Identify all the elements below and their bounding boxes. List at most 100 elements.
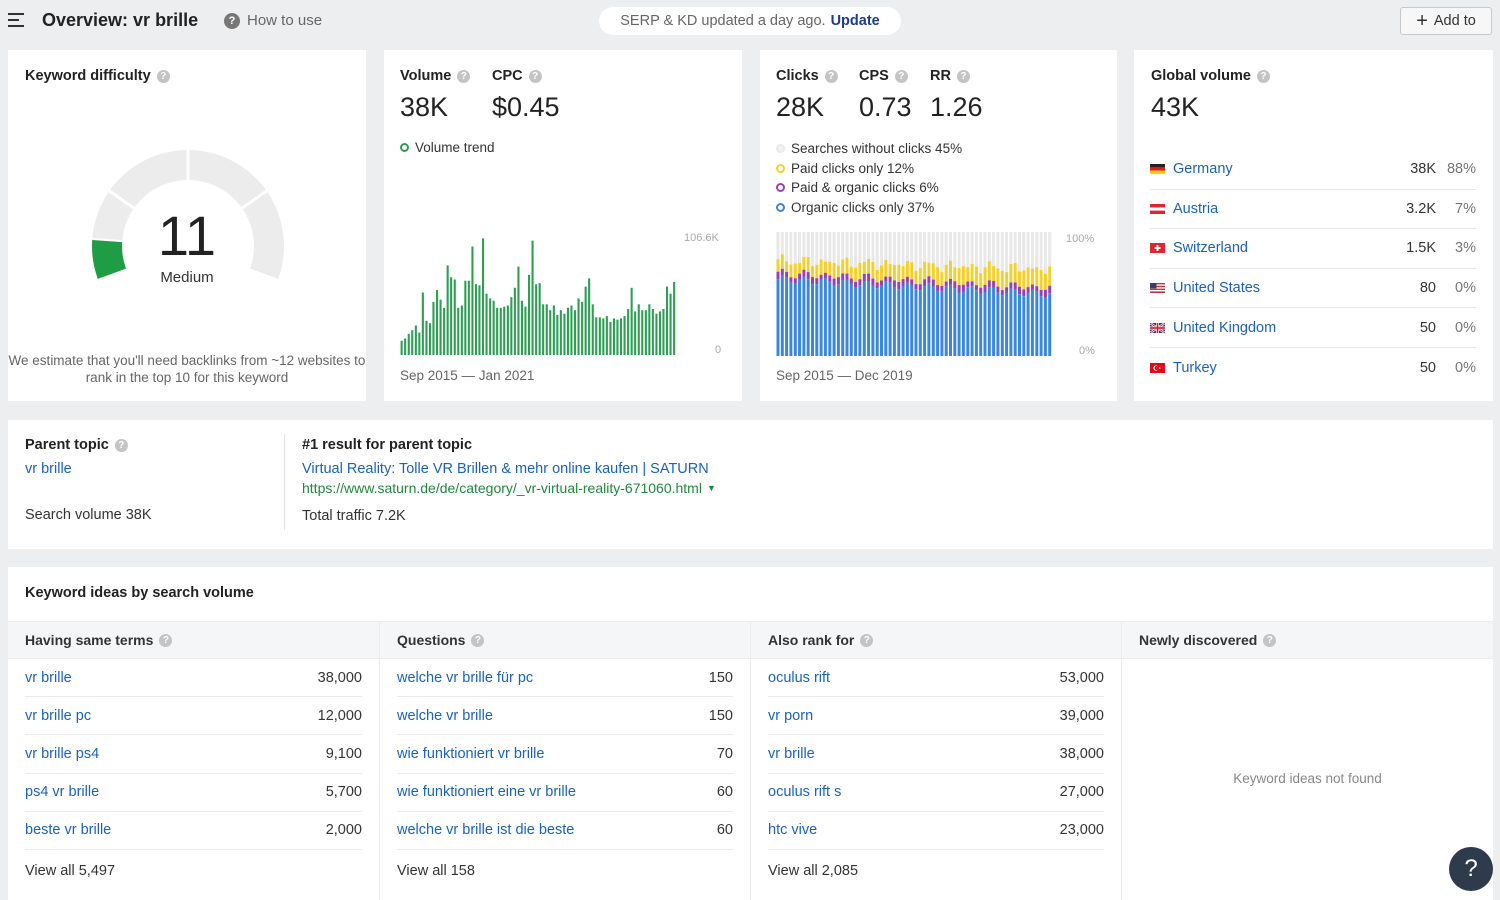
idea-keyword-link[interactable]: vr brille bbox=[768, 745, 815, 762]
clicks-value: 28K bbox=[776, 92, 825, 122]
country-row[interactable]: United Kingdom 50 0% bbox=[1150, 308, 1476, 348]
country-row[interactable]: Germany 38K 88% bbox=[1150, 150, 1476, 190]
idea-row: htc vive 23,000 bbox=[768, 812, 1104, 850]
clicks-bar-segment bbox=[957, 232, 961, 268]
volume-bar bbox=[581, 301, 584, 355]
clicks-bar-segment bbox=[1013, 282, 1017, 290]
parent-topic-help-icon[interactable]: ? bbox=[114, 438, 128, 452]
volume-bar bbox=[542, 304, 545, 355]
clicks-bar-segment bbox=[811, 232, 814, 267]
add-to-button[interactable]: + Add to bbox=[1400, 7, 1492, 35]
update-button[interactable]: Update bbox=[830, 13, 880, 29]
help-icon[interactable]: ? bbox=[1263, 633, 1277, 647]
idea-keyword-link[interactable]: beste vr brille bbox=[25, 822, 112, 839]
clicks-bar-segment bbox=[914, 289, 918, 356]
kd-help-icon[interactable]: ? bbox=[156, 69, 170, 83]
top-result-url-wrap[interactable]: https://www.saturn.de/de/category/_vr-vi… bbox=[302, 480, 716, 496]
clicks-label-wrap: Clicks ? bbox=[776, 68, 838, 84]
idea-keyword-link[interactable]: ps4 vr brille bbox=[25, 784, 100, 801]
how-to-use-label: How to use bbox=[247, 12, 323, 29]
view-all-link[interactable]: View all 5,497 bbox=[25, 862, 116, 879]
help-chat-button[interactable]: ? bbox=[1449, 847, 1493, 891]
hamburger-menu-icon[interactable] bbox=[8, 13, 24, 27]
idea-keyword-link[interactable]: oculus rift s bbox=[768, 784, 842, 801]
clicks-bar-segment bbox=[862, 261, 866, 274]
country-row[interactable]: United States 80 0% bbox=[1150, 269, 1476, 309]
idea-keyword-link[interactable]: oculus rift bbox=[768, 669, 831, 686]
country-volume: 38K bbox=[1410, 161, 1436, 178]
country-name[interactable]: Germany bbox=[1173, 161, 1233, 178]
idea-keyword-link[interactable]: vr porn bbox=[768, 707, 814, 724]
clicks-bar-segment bbox=[927, 276, 931, 284]
country-name[interactable]: Switzerland bbox=[1173, 240, 1248, 257]
idea-keyword-link[interactable]: vr brille ps4 bbox=[25, 745, 100, 762]
clicks-bar-segment bbox=[910, 232, 914, 263]
country-row[interactable]: Turkey 50 0% bbox=[1150, 348, 1476, 388]
idea-keyword-link[interactable]: welche vr brille bbox=[397, 707, 493, 724]
caret-down-icon[interactable]: ▼ bbox=[706, 483, 716, 493]
country-name[interactable]: United States bbox=[1173, 280, 1261, 297]
clicks-bar-segment bbox=[914, 270, 918, 285]
country-percent: 88% bbox=[1446, 161, 1476, 178]
clicks-bar-segment bbox=[897, 264, 901, 282]
country-row[interactable]: Austria 3.2K 7% bbox=[1150, 190, 1476, 230]
clicks-bar-segment bbox=[910, 284, 914, 356]
volume-bar bbox=[566, 307, 569, 355]
parent-topic-section: Parent topic ? vr brille Search volume 3… bbox=[25, 436, 152, 523]
country-volume: 50 bbox=[1419, 359, 1436, 376]
keyword-ideas-title: Keyword ideas by search volume bbox=[25, 585, 254, 601]
country-volume: 1.5K bbox=[1406, 240, 1436, 257]
volume-bar bbox=[644, 310, 647, 355]
idea-keyword-link[interactable]: vr brille pc bbox=[25, 707, 92, 724]
parent-topic-link[interactable]: vr brille bbox=[25, 461, 72, 477]
country-name[interactable]: United Kingdom bbox=[1173, 319, 1277, 336]
clicks-bar-segment bbox=[1048, 293, 1052, 356]
clicks-help-icon[interactable]: ? bbox=[824, 69, 838, 83]
clicks-bar-segment bbox=[1048, 285, 1052, 294]
clicks-bar-segment bbox=[875, 282, 879, 289]
top-result-url[interactable]: https://www.saturn.de/de/category/_vr-vi… bbox=[302, 480, 702, 496]
clicks-bar-segment bbox=[1026, 267, 1030, 287]
clicks-bar-segment bbox=[996, 232, 1000, 269]
clicks-bar-segment bbox=[996, 286, 1000, 293]
clicks-bar-segment bbox=[871, 285, 875, 356]
clicks-bar-segment bbox=[1022, 270, 1026, 290]
clicks-bar-segment bbox=[823, 272, 827, 278]
idea-volume: 60 bbox=[716, 822, 733, 839]
clicks-bar-segment bbox=[845, 257, 849, 274]
idea-keyword-link[interactable]: welche vr brille ist die beste bbox=[397, 822, 575, 839]
volume-bar bbox=[411, 330, 414, 355]
help-icon[interactable]: ? bbox=[159, 633, 173, 647]
idea-keyword-link[interactable]: vr brille bbox=[25, 669, 72, 686]
column-heading-label: Having same terms bbox=[25, 632, 154, 648]
idea-volume: 150 bbox=[708, 707, 733, 724]
country-row[interactable]: Switzerland 1.5K 3% bbox=[1150, 229, 1476, 269]
clicks-bar-segment bbox=[884, 276, 888, 282]
help-icon[interactable]: ? bbox=[471, 633, 485, 647]
cpc-help-icon[interactable]: ? bbox=[528, 69, 542, 83]
clicks-bar-segment bbox=[1026, 287, 1030, 293]
idea-keyword-link[interactable]: wie funktioniert eine vr brille bbox=[397, 784, 576, 801]
country-name[interactable]: Austria bbox=[1173, 200, 1219, 217]
view-all-link[interactable]: View all 158 bbox=[397, 862, 475, 879]
clicks-bar-segment bbox=[940, 272, 944, 286]
volume-help-icon[interactable]: ? bbox=[457, 69, 471, 83]
country-name[interactable]: Turkey bbox=[1173, 359, 1217, 376]
clicks-bar-segment bbox=[987, 280, 991, 288]
help-icon[interactable]: ? bbox=[860, 633, 874, 647]
parent-search-volume: Search volume 38K bbox=[25, 507, 152, 523]
idea-keyword-link[interactable]: wie funktioniert vr brille bbox=[397, 745, 545, 762]
cps-help-icon[interactable]: ? bbox=[894, 69, 908, 83]
idea-keyword-link[interactable]: welche vr brille für pc bbox=[397, 669, 534, 686]
global-label-wrap: Global volume ? bbox=[1151, 68, 1270, 84]
view-all-link[interactable]: View all 2,085 bbox=[768, 862, 859, 879]
clicks-bar-segment bbox=[979, 273, 983, 288]
global-help-icon[interactable]: ? bbox=[1256, 69, 1270, 83]
top-result-title-link[interactable]: Virtual Reality: Tolle VR Brillen & mehr… bbox=[302, 461, 709, 477]
clicks-bar-segment bbox=[927, 262, 931, 277]
clicks-bar-segment bbox=[944, 281, 948, 287]
idea-keyword-link[interactable]: htc vive bbox=[768, 822, 818, 839]
how-to-use-link[interactable]: ? How to use bbox=[224, 12, 322, 29]
clicks-bar-segment bbox=[901, 286, 905, 356]
rr-help-icon[interactable]: ? bbox=[956, 69, 970, 83]
